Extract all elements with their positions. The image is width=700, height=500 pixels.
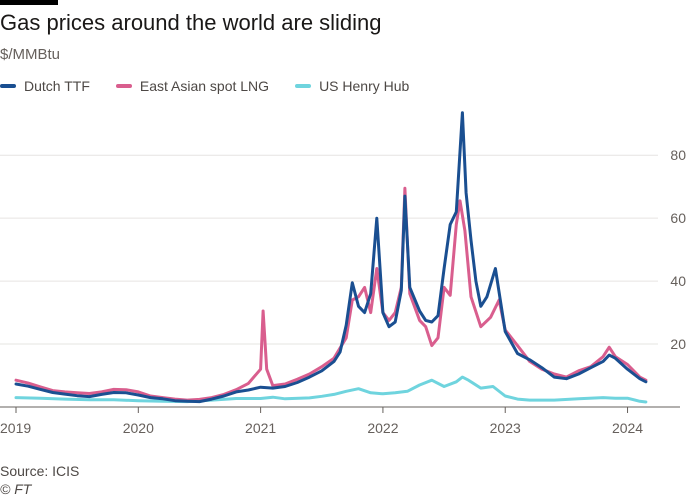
y-tick-label-20: 20 bbox=[670, 336, 686, 352]
gridlines bbox=[0, 154, 658, 345]
legend-item-dutch-ttf: Dutch TTF bbox=[0, 78, 90, 94]
legend-label-us-henry-hub: US Henry Hub bbox=[319, 78, 410, 94]
x-tick-label-2019: 2019 bbox=[0, 420, 31, 436]
x-tick-label-2022: 2022 bbox=[367, 420, 398, 436]
top-accent-bar bbox=[0, 0, 58, 5]
x-tick-label-2021: 2021 bbox=[245, 420, 276, 436]
legend-swatch-east-asian-lng bbox=[115, 84, 132, 88]
legend-swatch-us-henry-hub bbox=[295, 84, 312, 88]
y-tick-label-40: 40 bbox=[670, 273, 686, 289]
line-chart: 2019 2020 2021 2022 2023 2024 20 40 60 80 bbox=[0, 111, 686, 436]
x-axis: 2019 2020 2021 2022 2023 2024 bbox=[0, 406, 680, 436]
legend-item-us-henry-hub: US Henry Hub bbox=[295, 78, 409, 94]
y-tick-label-60: 60 bbox=[670, 210, 686, 226]
legend-label-dutch-ttf: Dutch TTF bbox=[24, 78, 90, 94]
legend: Dutch TTF East Asian spot LNG US Henry H… bbox=[0, 78, 435, 94]
x-tick-label-2023: 2023 bbox=[490, 420, 521, 436]
source-note: Source: ICIS bbox=[0, 463, 80, 479]
series-lines bbox=[14, 111, 648, 404]
chart-subtitle: $/MMBtu bbox=[0, 46, 61, 63]
legend-label-east-asian-lng: East Asian spot LNG bbox=[139, 78, 270, 94]
copyright-note: © FT bbox=[0, 481, 32, 497]
chart-title: Gas prices around the world are sliding bbox=[0, 10, 382, 35]
x-tick-label-2024: 2024 bbox=[612, 420, 643, 436]
series-line-dutch-ttf bbox=[14, 111, 648, 404]
series-line-east-asian-lng bbox=[14, 186, 648, 402]
y-axis: 20 40 60 80 bbox=[670, 147, 686, 352]
legend-item-east-asian-lng: East Asian spot LNG bbox=[115, 78, 270, 94]
x-tick-label-2020: 2020 bbox=[123, 420, 154, 436]
legend-swatch-dutch-ttf bbox=[0, 84, 16, 88]
y-tick-label-80: 80 bbox=[670, 147, 686, 163]
